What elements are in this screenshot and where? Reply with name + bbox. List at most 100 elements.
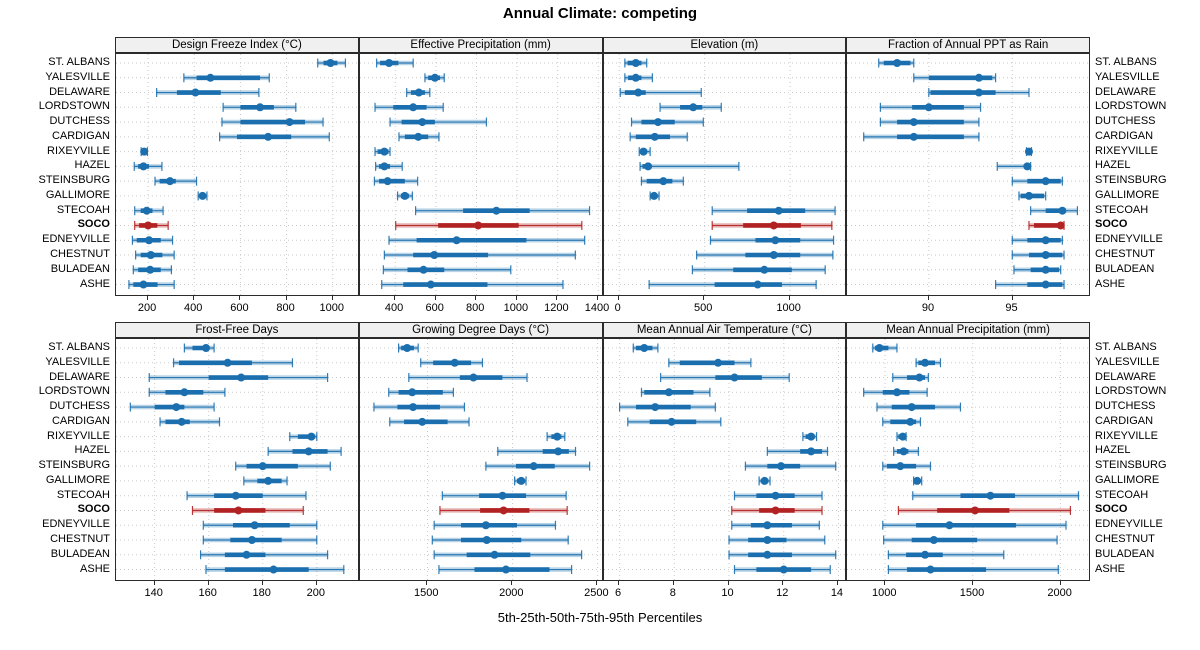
series-lordstown xyxy=(387,387,454,397)
site-label-left: HAZEL xyxy=(74,159,110,172)
series-delaware xyxy=(928,88,1030,98)
site-label-left: BULADEAN xyxy=(50,547,110,560)
axis-tick-mark xyxy=(1059,581,1061,585)
series-lordstown xyxy=(222,102,297,112)
median-dot xyxy=(762,536,771,545)
series-yalesville xyxy=(424,73,445,83)
median-dot xyxy=(1041,177,1050,186)
series-cardigan xyxy=(863,132,980,142)
median-dot xyxy=(667,417,676,426)
median-dot xyxy=(638,147,647,156)
series-chestnut xyxy=(202,535,318,545)
median-dot xyxy=(180,388,189,397)
panel-strip-title: Fraction of Annual PPT as Rain xyxy=(846,37,1090,53)
site-label-left: CARDIGAN xyxy=(51,129,110,142)
series-yalesville xyxy=(419,358,483,368)
median-dot xyxy=(658,177,667,186)
median-dot xyxy=(402,344,411,352)
series-hazel xyxy=(267,446,342,456)
series-soco xyxy=(134,220,169,230)
site-label-right: EDNEYVILLE xyxy=(1095,518,1163,531)
median-dot xyxy=(553,447,562,456)
site-label-right: EDNEYVILLE xyxy=(1095,233,1163,246)
series-gallimore xyxy=(396,191,413,201)
series-gallimore xyxy=(758,476,771,486)
median-dot xyxy=(304,447,313,456)
site-label-right: RIXEYVILLE xyxy=(1095,429,1158,442)
percentile-dotplot xyxy=(603,339,848,582)
series-edneyville xyxy=(131,235,174,245)
series-chestnut xyxy=(135,250,175,260)
series-lordstown xyxy=(880,102,982,112)
axis-tick-label: 800 xyxy=(276,302,295,314)
median-dot xyxy=(899,447,908,456)
median-dot xyxy=(142,206,151,215)
series-st-albans xyxy=(317,58,347,68)
axis-tick-label: 500 xyxy=(693,302,713,314)
site-label-left: SOCO xyxy=(77,218,110,231)
median-dot xyxy=(633,88,642,97)
axis-tick-label: 8 xyxy=(669,587,676,599)
median-dot xyxy=(501,565,510,574)
median-dot xyxy=(910,118,919,127)
site-label-right: LORDSTOWN xyxy=(1095,100,1167,113)
series-chestnut xyxy=(431,535,569,545)
series-dutchess xyxy=(221,117,324,127)
axis-tick-label: 160 xyxy=(198,587,217,599)
panel-strip-title: Mean Annual Air Temperature (°C) xyxy=(602,322,847,338)
axis-tick-mark xyxy=(426,581,428,585)
series-yalesville xyxy=(172,358,294,368)
series-hazel xyxy=(766,446,828,456)
axis-tick-mark xyxy=(596,581,598,585)
panel-plot-area xyxy=(358,53,604,297)
axis-tick-label: 2000 xyxy=(499,587,524,599)
site-label-left: ST. ALBANS xyxy=(48,341,110,353)
median-dot xyxy=(971,506,980,515)
median-dot xyxy=(481,521,490,530)
series-dutchess xyxy=(880,117,980,127)
axis-tick-mark xyxy=(434,296,436,300)
series-lordstown xyxy=(374,102,444,112)
site-label-right: YALESVILLE xyxy=(1095,355,1160,368)
median-dot xyxy=(893,388,902,397)
axis-tick-label: 1500 xyxy=(959,587,985,599)
series-steinsburg xyxy=(640,176,684,186)
median-dot xyxy=(906,417,915,426)
site-label-right: ASHE xyxy=(1095,562,1125,575)
median-dot xyxy=(639,344,648,352)
median-dot xyxy=(426,280,435,289)
axis-tick-mark xyxy=(207,581,209,585)
site-label-left: DELAWARE xyxy=(49,85,110,98)
median-dot xyxy=(713,358,722,367)
site-label-right: BULADEAN xyxy=(1095,547,1155,560)
axis-tick-mark xyxy=(511,581,513,585)
median-dot xyxy=(264,476,273,485)
median-dot xyxy=(418,118,427,127)
site-label-left: LORDSTOWN xyxy=(38,385,110,398)
panel-plot-area xyxy=(846,338,1091,582)
site-label-left: RIXEYVILLE xyxy=(47,144,110,157)
median-dot xyxy=(140,147,149,156)
axis-tick-mark xyxy=(597,296,599,300)
series-cardigan xyxy=(629,132,688,142)
median-dot xyxy=(223,358,232,367)
site-label-right: SOCO xyxy=(1095,503,1128,516)
series-buladean xyxy=(1013,265,1062,275)
site-label-left: STECOAH xyxy=(56,488,110,501)
series-soco xyxy=(191,505,304,515)
site-label-right: ST. ALBANS xyxy=(1095,56,1157,68)
percentile-dotplot xyxy=(116,54,360,297)
series-st-albans xyxy=(397,343,419,353)
axis-tick-label: 1000 xyxy=(872,587,897,599)
site-label-left: YALESVILLE xyxy=(45,70,110,83)
series-lordstown xyxy=(658,102,722,112)
median-dot xyxy=(1041,265,1050,274)
median-dot xyxy=(762,550,771,559)
site-label-left: DUTCHESS xyxy=(49,400,110,413)
median-dot xyxy=(237,373,246,382)
median-dot xyxy=(649,191,658,200)
panel-strip-title: Mean Annual Precipitation (mm) xyxy=(846,322,1090,338)
axis-tick-label: 95 xyxy=(1005,302,1018,314)
axis-tick-mark xyxy=(515,296,517,300)
site-label-right: LORDSTOWN xyxy=(1095,385,1167,398)
